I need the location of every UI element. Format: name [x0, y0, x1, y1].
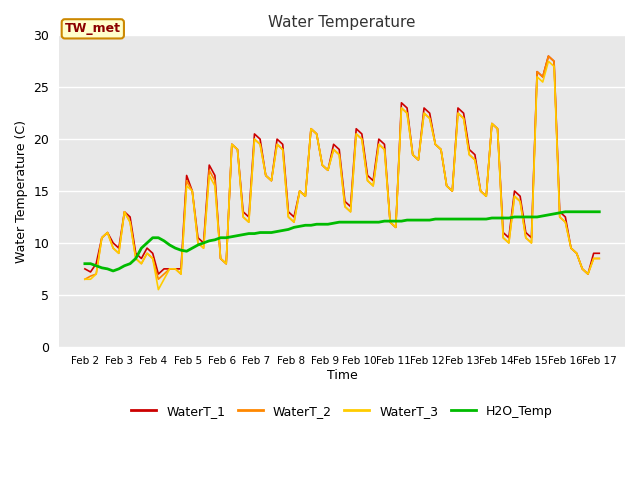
WaterT_3 — [154, 287, 162, 292]
WaterT_1 — [516, 193, 524, 199]
H2O_Temp — [392, 218, 399, 224]
WaterT_2 — [387, 219, 394, 225]
WaterT_1 — [488, 120, 496, 126]
H2O_Temp — [499, 215, 507, 221]
WaterT_3 — [488, 120, 496, 126]
WaterT_2 — [483, 193, 490, 199]
WaterT_2 — [595, 256, 603, 262]
WaterT_1 — [595, 251, 603, 256]
H2O_Temp — [488, 215, 496, 221]
WaterT_1 — [499, 229, 507, 235]
H2O_Temp — [493, 215, 501, 221]
Title: Water Temperature: Water Temperature — [268, 15, 416, 30]
H2O_Temp — [516, 214, 524, 220]
WaterT_2 — [460, 116, 467, 121]
WaterT_2 — [488, 120, 496, 126]
WaterT_1 — [465, 146, 473, 152]
WaterT_1 — [493, 126, 501, 132]
Line: WaterT_1: WaterT_1 — [85, 56, 599, 274]
WaterT_2 — [511, 193, 518, 199]
H2O_Temp — [109, 268, 117, 274]
WaterT_1 — [81, 266, 89, 272]
WaterT_3 — [493, 126, 501, 132]
Line: WaterT_2: WaterT_2 — [85, 56, 599, 279]
Legend: WaterT_1, WaterT_2, WaterT_3, H2O_Temp: WaterT_1, WaterT_2, WaterT_3, H2O_Temp — [127, 400, 557, 423]
WaterT_1 — [545, 53, 552, 59]
WaterT_1 — [154, 271, 162, 277]
WaterT_2 — [493, 126, 501, 132]
WaterT_3 — [516, 199, 524, 204]
Text: TW_met: TW_met — [65, 23, 121, 36]
WaterT_2 — [81, 276, 89, 282]
Line: WaterT_3: WaterT_3 — [85, 61, 599, 289]
H2O_Temp — [465, 216, 473, 222]
X-axis label: Time: Time — [326, 369, 358, 382]
WaterT_3 — [595, 256, 603, 262]
WaterT_3 — [499, 235, 507, 240]
WaterT_3 — [545, 59, 552, 64]
H2O_Temp — [561, 209, 569, 215]
WaterT_1 — [392, 225, 399, 230]
WaterT_3 — [465, 152, 473, 157]
H2O_Temp — [595, 209, 603, 215]
Y-axis label: Water Temperature (C): Water Temperature (C) — [15, 120, 28, 263]
Line: H2O_Temp: H2O_Temp — [85, 212, 599, 271]
H2O_Temp — [81, 261, 89, 266]
WaterT_2 — [545, 53, 552, 59]
WaterT_3 — [81, 276, 89, 282]
WaterT_3 — [392, 225, 399, 230]
